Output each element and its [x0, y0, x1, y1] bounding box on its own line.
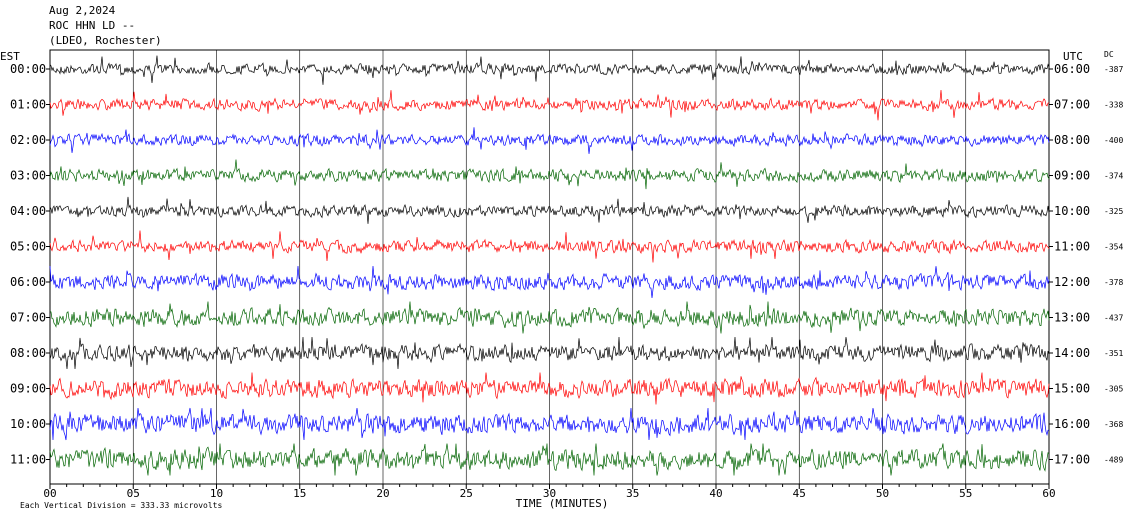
x-tick-label: 00	[43, 487, 56, 500]
axis-title-est: EST	[0, 50, 20, 63]
x-tick-label: 50	[876, 487, 889, 500]
label-dc: -305	[1104, 385, 1123, 394]
label-dc: -354	[1104, 243, 1123, 252]
label-est: 06:00	[10, 275, 46, 289]
label-utc: 17:00	[1054, 453, 1090, 467]
label-est: 02:00	[10, 133, 46, 147]
trace-0800	[49, 336, 1050, 370]
label-utc: 16:00	[1054, 417, 1090, 431]
network-name: (LDEO, Rochester)	[49, 34, 162, 47]
label-dc: -351	[1104, 349, 1123, 358]
label-est: 00:00	[10, 62, 46, 76]
label-utc: 08:00	[1054, 133, 1090, 147]
label-est: 05:00	[10, 240, 46, 254]
station-code: ROC HHN LD --	[49, 19, 136, 32]
label-dc: -400	[1104, 136, 1123, 145]
trace-0500	[49, 230, 1050, 263]
label-dc: -437	[1104, 314, 1123, 323]
x-tick-label: 55	[959, 487, 972, 500]
label-utc: 11:00	[1054, 240, 1090, 254]
axis-title-utc: UTC	[1063, 50, 1083, 63]
label-est: 10:00	[10, 417, 46, 431]
trace-0700	[49, 301, 1050, 334]
label-est: 07:00	[10, 311, 46, 325]
label-est: 11:00	[10, 453, 46, 467]
label-utc: 09:00	[1054, 169, 1090, 183]
x-tick-label: 25	[460, 487, 473, 500]
label-dc: -387	[1104, 65, 1123, 74]
x-tick-label: 45	[793, 487, 806, 500]
x-tick-label: 05	[127, 487, 140, 500]
label-est: 08:00	[10, 346, 46, 360]
label-utc: 14:00	[1054, 346, 1090, 360]
label-dc: -338	[1104, 101, 1123, 110]
trace-1000	[49, 407, 1050, 441]
label-dc: -368	[1104, 420, 1123, 429]
label-dc: -378	[1104, 278, 1123, 287]
label-dc: -489	[1104, 456, 1123, 465]
trace-0100	[49, 89, 1050, 121]
label-est: 04:00	[10, 204, 46, 218]
label-utc: 15:00	[1054, 382, 1090, 396]
label-utc: 13:00	[1054, 311, 1090, 325]
x-tick-label: 60	[1042, 487, 1055, 500]
x-tick-label: 30	[543, 487, 556, 500]
x-tick-label: 10	[210, 487, 223, 500]
trace-0000	[49, 55, 1050, 85]
label-dc: -325	[1104, 207, 1123, 216]
label-est: 03:00	[10, 169, 46, 183]
x-tick-label: 20	[376, 487, 389, 500]
label-est: 01:00	[10, 98, 46, 112]
trace-0900	[49, 372, 1050, 405]
trace-0200	[49, 127, 1050, 154]
trace-0600	[49, 265, 1050, 299]
x-axis-title: TIME (MINUTES)	[516, 497, 609, 510]
trace-0400	[49, 196, 1050, 224]
label-utc: 10:00	[1054, 204, 1090, 218]
x-tick-label: 40	[709, 487, 722, 500]
label-est: 09:00	[10, 382, 46, 396]
chart-date: Aug 2,2024	[49, 4, 116, 17]
label-dc: -374	[1104, 172, 1123, 181]
x-tick-label: 35	[626, 487, 639, 500]
label-utc: 12:00	[1054, 275, 1090, 289]
x-tick-label: 15	[293, 487, 306, 500]
axis-title-dc: DC	[1104, 50, 1114, 59]
trace-0300	[49, 159, 1050, 190]
label-utc: 07:00	[1054, 98, 1090, 112]
trace-1100	[49, 443, 1050, 476]
scale-note: Each Vertical Division = 333.33 microvol…	[20, 501, 222, 510]
label-utc: 06:00	[1054, 62, 1090, 76]
